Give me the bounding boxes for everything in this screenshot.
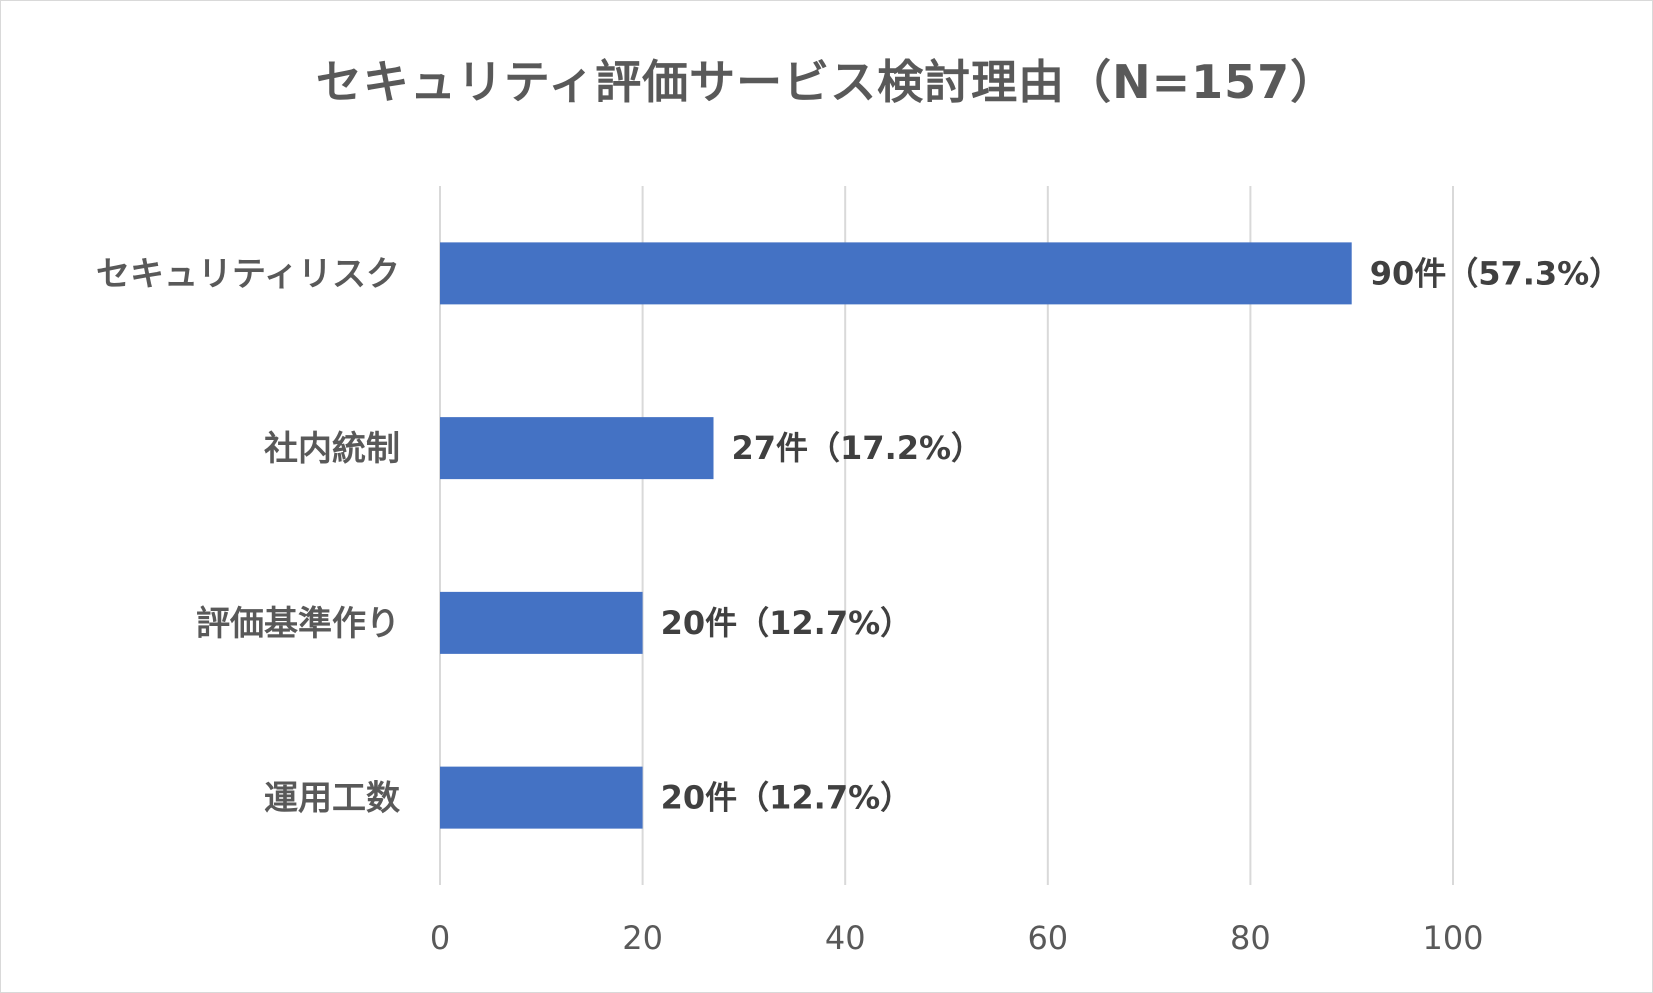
category-label: 運用工数 xyxy=(264,779,400,819)
x-tick-label: 100 xyxy=(1422,919,1483,957)
bar-1 xyxy=(440,242,1352,305)
x-axis-ticks: 0 20 40 60 80 100 xyxy=(430,919,1484,957)
category-label: セキュリティリスク xyxy=(96,254,400,294)
category-label: 社内統制 xyxy=(264,429,400,469)
bar-2 xyxy=(440,417,714,480)
x-tick-label: 40 xyxy=(825,919,866,957)
x-tick-label: 20 xyxy=(622,919,663,957)
data-labels: 90件（57.3%） 27件（17.2%） 20件（12.7%） 20件（12.7%） xyxy=(661,254,1622,816)
bars xyxy=(440,242,1352,829)
bar-4 xyxy=(440,766,643,829)
x-tick-label: 80 xyxy=(1230,919,1271,957)
data-label: 90件（57.3%） xyxy=(1370,254,1622,292)
data-label: 20件（12.7%） xyxy=(661,779,913,817)
category-label: 評価基準作り xyxy=(196,604,400,644)
data-label: 20件（12.7%） xyxy=(661,604,913,642)
data-label: 27件（17.2%） xyxy=(732,429,984,467)
bar-3 xyxy=(440,591,643,654)
x-tick-label: 0 xyxy=(430,919,450,957)
x-tick-label: 60 xyxy=(1027,919,1068,957)
chart-title: セキュリティ評価サービス検討理由（N=157） xyxy=(315,55,1338,109)
